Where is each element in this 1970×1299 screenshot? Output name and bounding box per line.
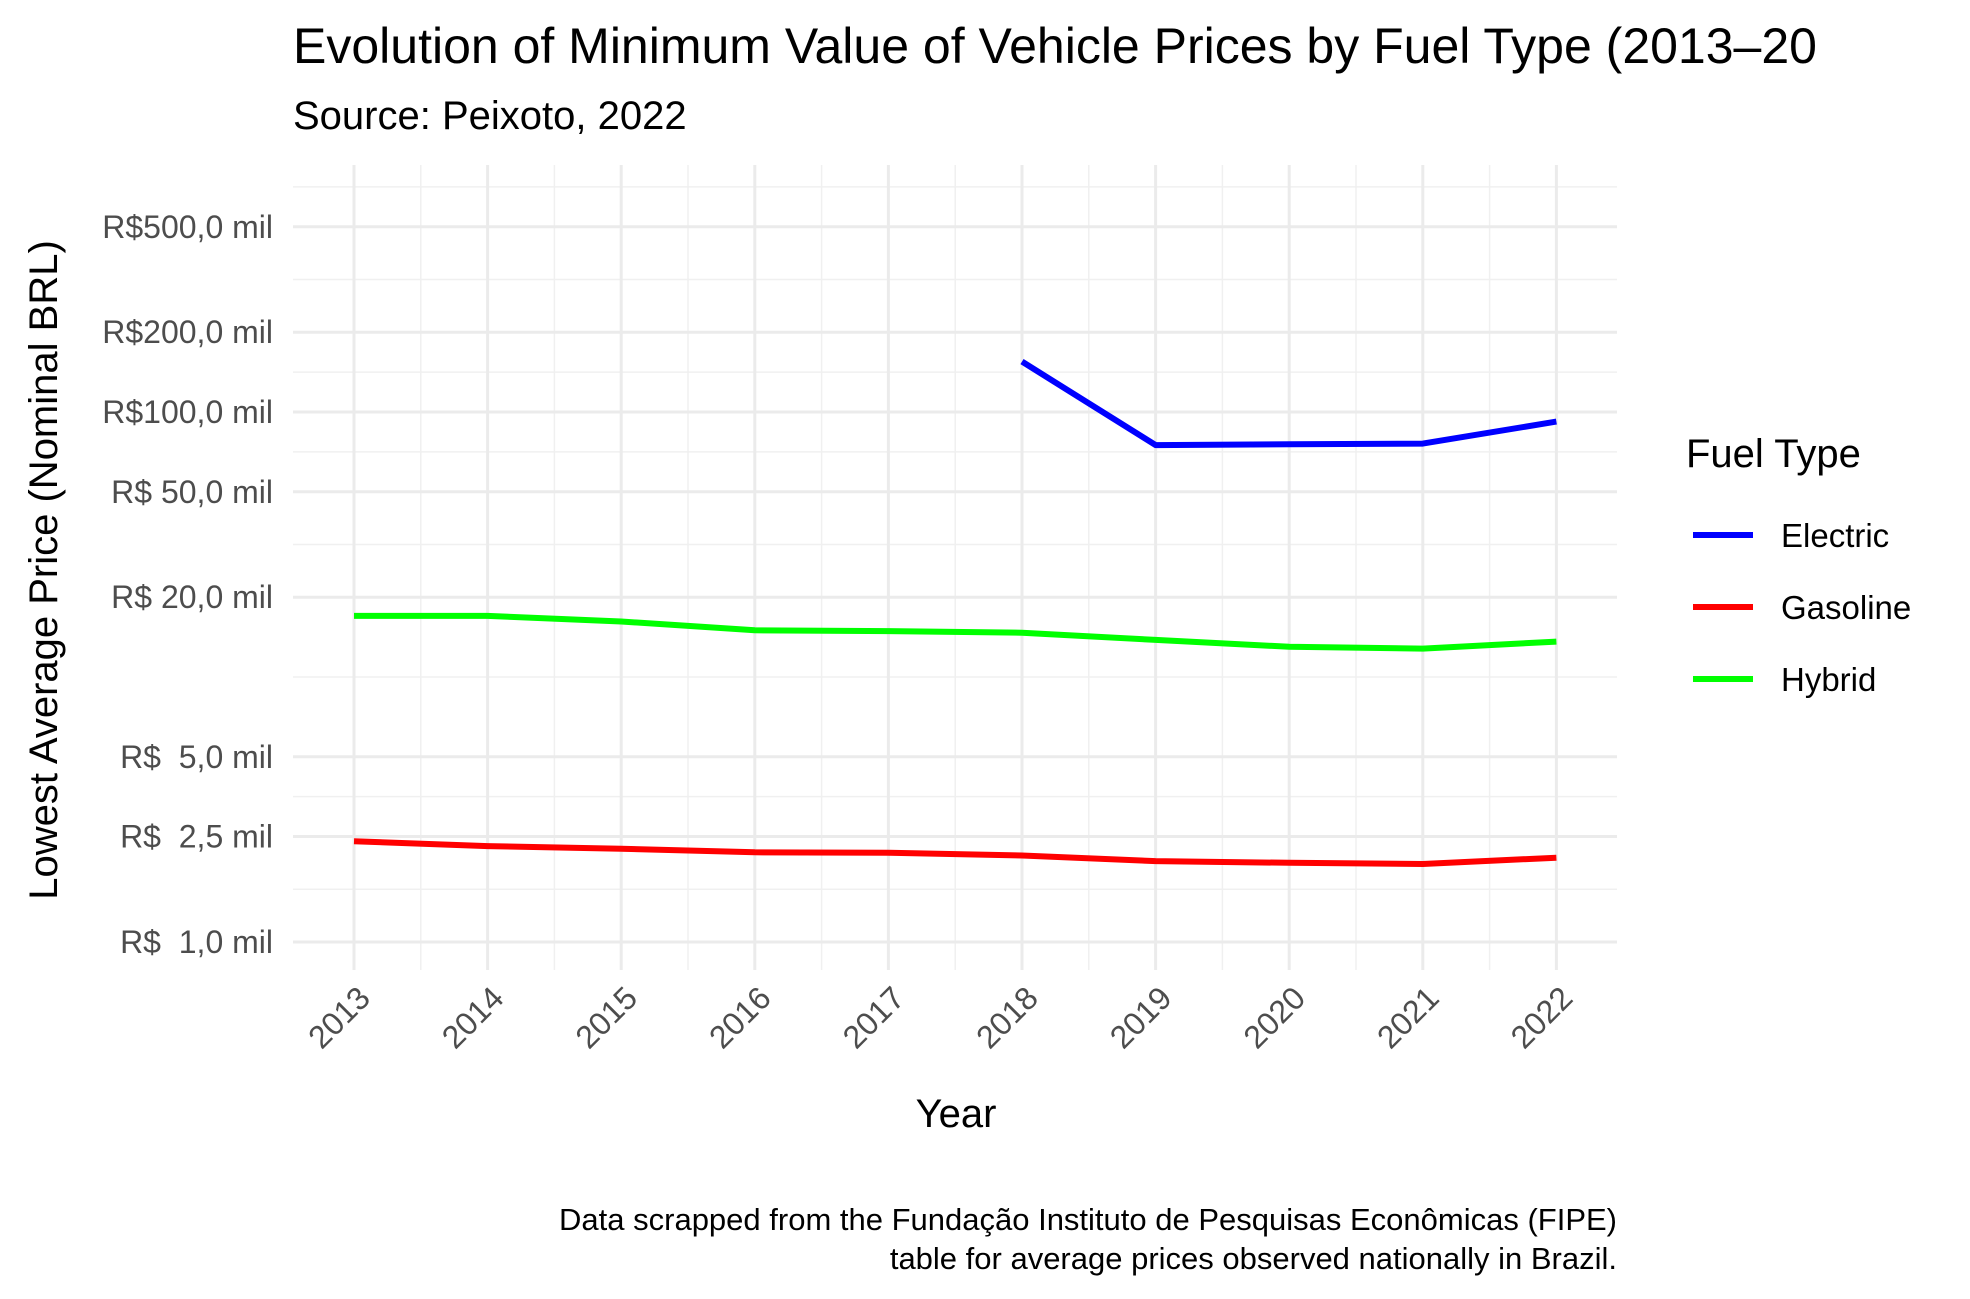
x-axis-title: Year [916, 1092, 997, 1136]
legend: Electric Gasoline Hybrid [1693, 517, 1911, 698]
legend-label-hybrid: Hybrid [1781, 661, 1876, 698]
y-tick-label: R$ 20,0 mil [111, 579, 273, 615]
x-tick-label: 2016 [702, 979, 778, 1055]
x-tick-label: 2018 [969, 979, 1045, 1055]
y-tick-label: R$500,0 mil [102, 209, 273, 245]
series-line-hybrid [354, 612, 1557, 652]
y-tick-label: R$ 2,5 mil [120, 819, 273, 855]
caption-line-1: Data scrapped from the Fundação Institut… [559, 1202, 1617, 1237]
y-axis-ticks: R$ 1,0 mil R$ 2,5 mil R$ 5,0 mil R$ 20,0 mi… [102, 209, 273, 960]
y-tick-label: R$200,0 mil [102, 314, 273, 350]
y-tick-label: R$ 50,0 mil [111, 474, 273, 510]
legend-title: Fuel Type [1686, 432, 1861, 476]
x-tick-label: 2013 [301, 979, 377, 1055]
x-tick-label: 2017 [836, 979, 912, 1055]
x-tick-label: 2014 [435, 979, 511, 1055]
x-tick-label: 2019 [1103, 979, 1179, 1055]
series-line-gasoline [353, 838, 1557, 867]
chart-subtitle: Source: Peixoto, 2022 [293, 94, 687, 138]
chart-title: Evolution of Minimum Value of Vehicle Pr… [293, 18, 1817, 74]
legend-label-electric: Electric [1781, 517, 1889, 554]
x-tick-label: 2020 [1236, 979, 1312, 1055]
y-tick-label: R$ 1,0 mil [120, 924, 273, 960]
y-axis-title: Lowest Average Price (Nominal BRL) [22, 240, 66, 900]
x-tick-label: 2021 [1370, 979, 1446, 1055]
x-axis-ticks: 2013 2014 2015 2016 2017 2018 2019 2020 2021 2022 [301, 979, 1579, 1055]
y-tick-label: R$ 5,0 mil [120, 739, 273, 775]
grid [293, 165, 1617, 970]
series-line-electric [1020, 359, 1557, 449]
series-lines [353, 359, 1557, 867]
x-tick-label: 2022 [1504, 979, 1580, 1055]
y-tick-label: R$100,0 mil [102, 394, 273, 430]
caption-line-2: table for average prices observed nation… [890, 1241, 1617, 1276]
x-tick-label: 2015 [568, 979, 644, 1055]
legend-label-gasoline: Gasoline [1781, 589, 1911, 626]
